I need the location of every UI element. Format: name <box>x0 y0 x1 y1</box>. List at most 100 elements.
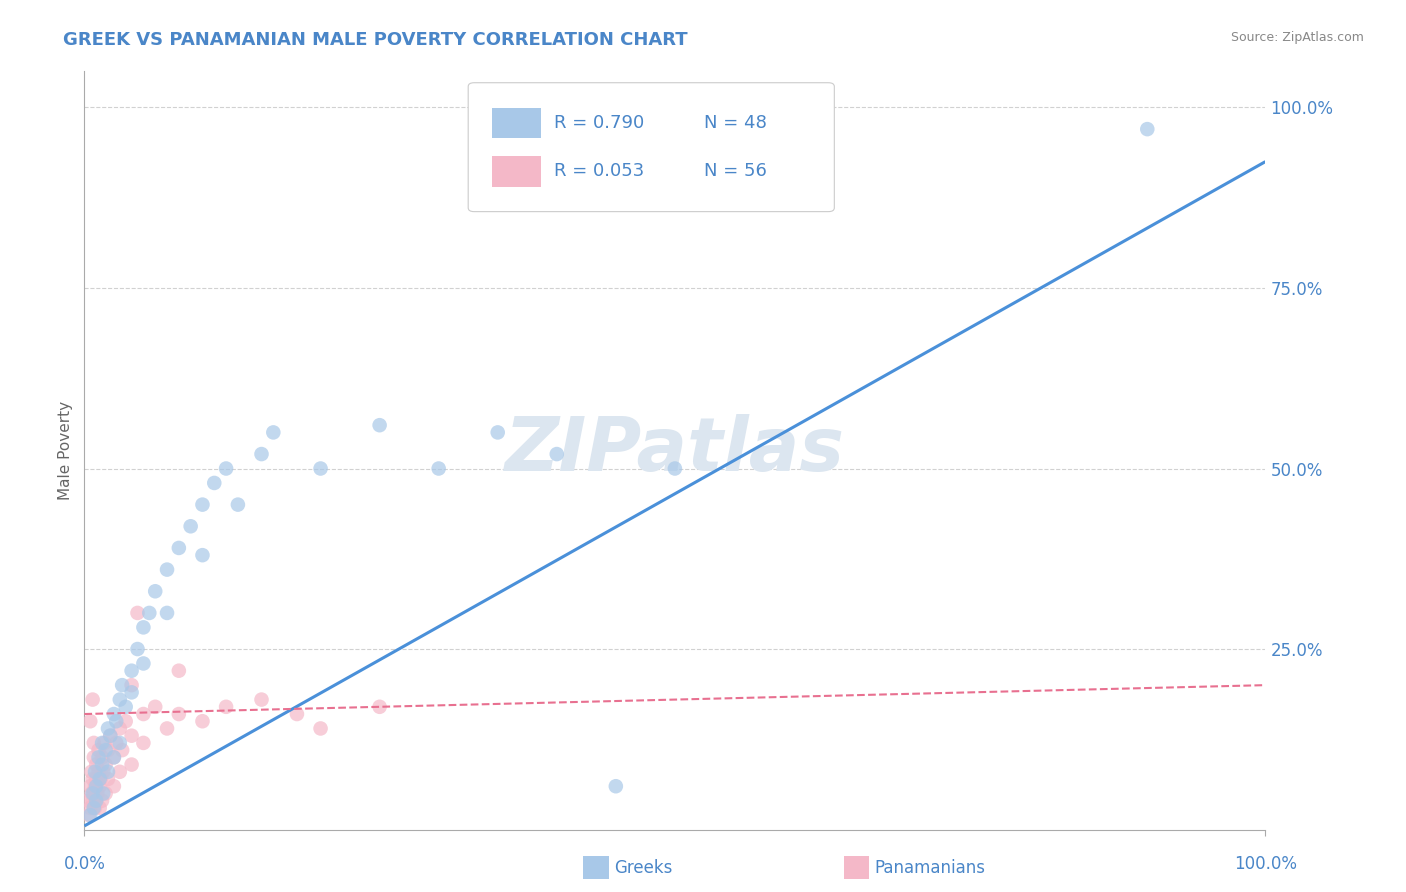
Point <box>97 772 120 786</box>
Text: N = 48: N = 48 <box>704 114 768 132</box>
Point <box>108 692 131 706</box>
Point <box>82 692 104 706</box>
Point <box>285 706 308 721</box>
Point <box>1136 122 1159 136</box>
Point <box>127 606 149 620</box>
Point <box>103 750 125 764</box>
Point <box>103 779 125 793</box>
Text: GREEK VS PANAMANIAN MALE POVERTY CORRELATION CHART: GREEK VS PANAMANIAN MALE POVERTY CORRELA… <box>63 31 688 49</box>
Text: R = 0.053: R = 0.053 <box>554 162 645 180</box>
Point <box>156 563 179 577</box>
Point <box>111 678 134 692</box>
Point <box>89 801 111 815</box>
Point <box>82 787 104 801</box>
Point <box>605 779 627 793</box>
Point <box>167 706 190 721</box>
Point <box>105 714 128 729</box>
Point <box>87 764 110 779</box>
Point <box>84 779 107 793</box>
Point <box>108 736 131 750</box>
Point <box>97 743 120 757</box>
Point <box>77 794 100 808</box>
Point <box>121 685 143 699</box>
Point <box>84 801 107 815</box>
Point <box>262 425 284 440</box>
Point <box>486 425 509 440</box>
Point <box>84 779 107 793</box>
FancyBboxPatch shape <box>468 83 834 211</box>
Point <box>86 787 108 801</box>
Point <box>105 736 128 750</box>
Point <box>111 743 134 757</box>
Point <box>309 722 332 736</box>
Point <box>215 461 238 475</box>
Point <box>91 757 114 772</box>
Text: 100.0%: 100.0% <box>1234 855 1296 873</box>
Point <box>138 606 160 620</box>
Point <box>108 764 131 779</box>
Point <box>91 764 114 779</box>
Point <box>132 736 155 750</box>
Point <box>167 541 190 555</box>
Point <box>132 706 155 721</box>
Point <box>108 722 131 736</box>
Text: ZIPatlas: ZIPatlas <box>505 414 845 487</box>
Point <box>98 729 121 743</box>
Point <box>250 692 273 706</box>
Point <box>83 787 105 801</box>
Point <box>121 757 143 772</box>
Text: Panamanians: Panamanians <box>875 859 986 877</box>
Point <box>103 750 125 764</box>
Point <box>84 794 107 808</box>
Text: 0.0%: 0.0% <box>63 855 105 873</box>
Point <box>84 757 107 772</box>
Point <box>82 794 104 808</box>
Point <box>250 447 273 461</box>
Text: Greeks: Greeks <box>614 859 673 877</box>
Point <box>91 794 114 808</box>
Point <box>79 714 101 729</box>
Point <box>156 722 179 736</box>
Point <box>94 743 117 757</box>
Point <box>91 736 114 750</box>
Point <box>309 461 332 475</box>
Point <box>191 714 214 729</box>
Point <box>97 722 120 736</box>
Point <box>91 750 114 764</box>
Point <box>80 787 103 801</box>
Point <box>94 787 117 801</box>
Point <box>79 808 101 822</box>
Point <box>84 772 107 786</box>
Point <box>83 801 105 815</box>
Point <box>103 706 125 721</box>
Point <box>114 699 136 714</box>
Point <box>77 808 100 822</box>
Point <box>127 642 149 657</box>
Text: R = 0.790: R = 0.790 <box>554 114 645 132</box>
Point <box>167 664 190 678</box>
Point <box>546 447 568 461</box>
Point <box>226 498 249 512</box>
Bar <box>492 108 541 138</box>
Point <box>143 699 166 714</box>
Bar <box>492 156 541 186</box>
Text: Source: ZipAtlas.com: Source: ZipAtlas.com <box>1230 31 1364 45</box>
Point <box>84 794 107 808</box>
Point <box>191 548 214 562</box>
Point <box>87 750 110 764</box>
Point <box>87 743 110 757</box>
Point <box>80 764 103 779</box>
Point <box>83 736 105 750</box>
Y-axis label: Male Poverty: Male Poverty <box>58 401 73 500</box>
Point <box>89 772 111 786</box>
Point <box>132 657 155 671</box>
Point <box>180 519 202 533</box>
Point <box>368 699 391 714</box>
Point <box>132 620 155 634</box>
Point <box>368 418 391 433</box>
Point <box>93 736 115 750</box>
Point <box>427 461 450 475</box>
Point <box>121 678 143 692</box>
Point <box>191 498 214 512</box>
Point <box>94 757 117 772</box>
